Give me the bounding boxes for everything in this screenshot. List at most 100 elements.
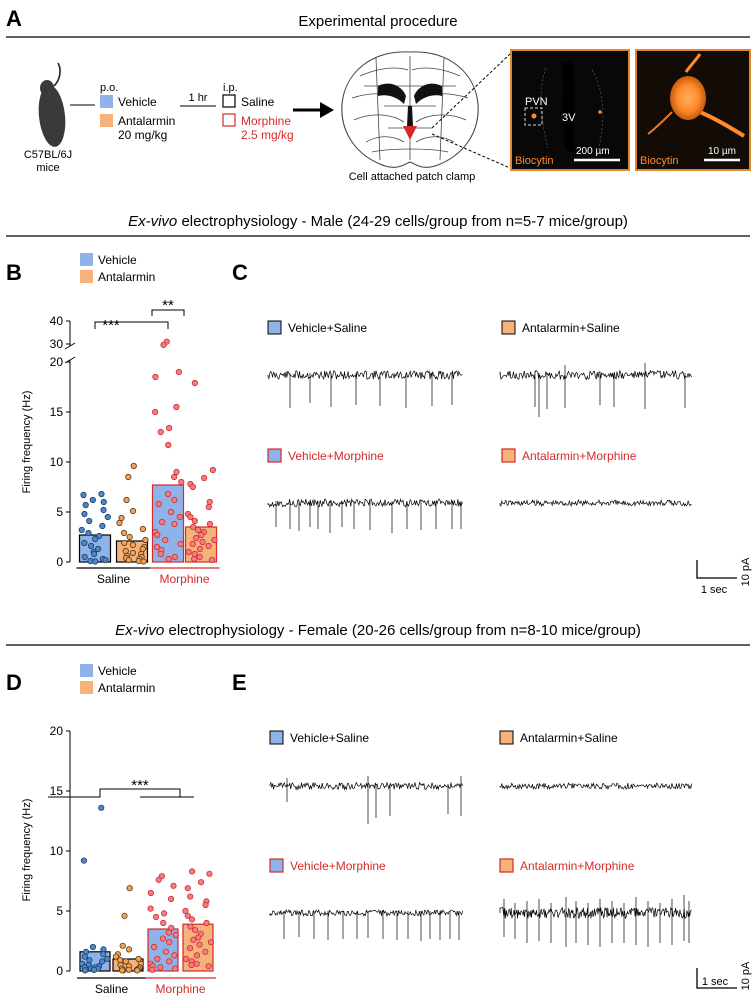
y-tick-label: 10 bbox=[50, 455, 64, 469]
data-point bbox=[139, 545, 146, 553]
data-point bbox=[102, 556, 109, 564]
zoom-line-top bbox=[431, 53, 511, 129]
y-tick-label: 0 bbox=[56, 555, 63, 569]
group-label-morphine: Morphine bbox=[155, 982, 205, 996]
data-point bbox=[193, 960, 200, 967]
chart-d: 0 5 10 15 20 Saline Morphine bbox=[48, 724, 216, 996]
mouse-strain-label: C57BL/6J bbox=[24, 149, 72, 161]
data-point bbox=[90, 966, 98, 973]
data-point bbox=[152, 408, 159, 416]
data-point bbox=[129, 507, 137, 515]
data-point bbox=[149, 966, 156, 973]
ip-saline-label: Saline bbox=[241, 95, 275, 109]
data-point bbox=[81, 553, 88, 561]
data-point bbox=[157, 428, 164, 436]
data-point bbox=[125, 556, 132, 564]
mouse-icon bbox=[38, 62, 66, 147]
data-point bbox=[195, 934, 202, 941]
data-point bbox=[172, 965, 179, 972]
data-point bbox=[129, 541, 136, 549]
data-point bbox=[203, 919, 210, 927]
panel-b-letter: B bbox=[6, 260, 22, 285]
significance-bracket bbox=[151, 309, 185, 316]
data-point bbox=[125, 473, 132, 481]
data-point bbox=[166, 424, 173, 432]
data-point bbox=[208, 556, 216, 564]
panel-e-letter: E bbox=[232, 670, 247, 695]
data-point bbox=[150, 943, 158, 951]
data-point bbox=[95, 545, 102, 553]
morphine-swatch bbox=[222, 113, 236, 127]
chart-b: 0 5 10 15 20 30 40 Saline Morphine bbox=[50, 309, 220, 586]
legend-d-vehicle: Vehicle bbox=[98, 664, 137, 678]
data-point bbox=[100, 951, 107, 958]
e-trace2-label: Antalarmin+Saline bbox=[520, 731, 618, 745]
data-point bbox=[187, 923, 194, 930]
data-point bbox=[162, 536, 169, 544]
data-point bbox=[209, 466, 217, 474]
micrograph2-stain: Biocytin bbox=[640, 155, 679, 167]
female-section-header: Ex-vivo electrophysiology - Female (20-2… bbox=[115, 622, 641, 639]
c-scale-bar bbox=[696, 560, 737, 579]
data-point bbox=[187, 513, 194, 521]
c-trace2-label: Antalarmin+Saline bbox=[522, 321, 620, 335]
c-trace2-swatch bbox=[501, 320, 516, 335]
ventricle-left bbox=[378, 83, 406, 104]
y-tick-label: 20 bbox=[50, 355, 64, 369]
female-header-italic: Ex-vivo bbox=[115, 622, 164, 639]
data-point bbox=[82, 501, 89, 509]
data-point bbox=[171, 520, 178, 528]
data-point bbox=[182, 955, 190, 963]
data-point bbox=[207, 939, 215, 946]
e-scale-bar bbox=[696, 968, 737, 989]
data-point bbox=[166, 958, 173, 965]
data-point bbox=[147, 905, 154, 912]
trace-e-antalarmin-morphine bbox=[499, 895, 692, 947]
data-point bbox=[126, 533, 133, 541]
axis-break-gap bbox=[67, 346, 73, 360]
male-section-header: Ex-vivo electrophysiology - Male (24-29 … bbox=[128, 213, 628, 230]
data-point bbox=[206, 520, 214, 528]
panel-d-letter: D bbox=[6, 670, 22, 695]
data-point bbox=[182, 907, 189, 915]
data-point bbox=[96, 532, 103, 540]
data-point bbox=[87, 542, 95, 550]
c-trace4-label: Antalarmin+Morphine bbox=[522, 449, 637, 463]
e-trace4-swatch bbox=[499, 858, 514, 873]
data-point bbox=[155, 876, 162, 883]
ip-morphine-dose: 2.5 mg/kg bbox=[241, 128, 294, 142]
panel-c-letter: C bbox=[232, 260, 248, 285]
y-tick-label: 10 bbox=[50, 844, 64, 858]
legend-b-antalarmin: Antalarmin bbox=[98, 270, 155, 284]
legend-d-antalarmin: Antalarmin bbox=[98, 681, 155, 695]
micrograph-pvn bbox=[510, 49, 630, 171]
data-point bbox=[119, 942, 126, 949]
data-point bbox=[160, 341, 167, 348]
data-point bbox=[171, 473, 178, 481]
data-point bbox=[188, 868, 196, 875]
data-point bbox=[98, 804, 105, 811]
ip-morphine-label: Morphine bbox=[241, 114, 291, 128]
data-point bbox=[90, 550, 98, 558]
data-point bbox=[119, 967, 126, 974]
micrograph2-scale: 10 µm bbox=[708, 146, 736, 157]
ip-label: i.p. bbox=[223, 82, 238, 94]
trace-c-antalarmin-saline bbox=[499, 363, 693, 417]
bar bbox=[151, 484, 185, 563]
data-point bbox=[166, 939, 173, 946]
data-point bbox=[157, 964, 164, 971]
trace-e-vehicle-morphine bbox=[269, 908, 463, 941]
data-point bbox=[191, 379, 198, 387]
data-point bbox=[99, 522, 106, 530]
group-label-saline: Saline bbox=[95, 982, 129, 996]
brain-caption: Cell attached patch clamp bbox=[349, 171, 476, 183]
data-point bbox=[142, 536, 149, 544]
panel-a-title: Experimental procedure bbox=[298, 13, 457, 30]
data-point bbox=[191, 555, 198, 563]
pvn-target-marker bbox=[403, 126, 417, 140]
data-point bbox=[165, 929, 173, 936]
data-point bbox=[116, 519, 123, 527]
data-point bbox=[122, 958, 129, 965]
zoom-line-bottom bbox=[431, 133, 511, 169]
data-point bbox=[81, 953, 88, 960]
